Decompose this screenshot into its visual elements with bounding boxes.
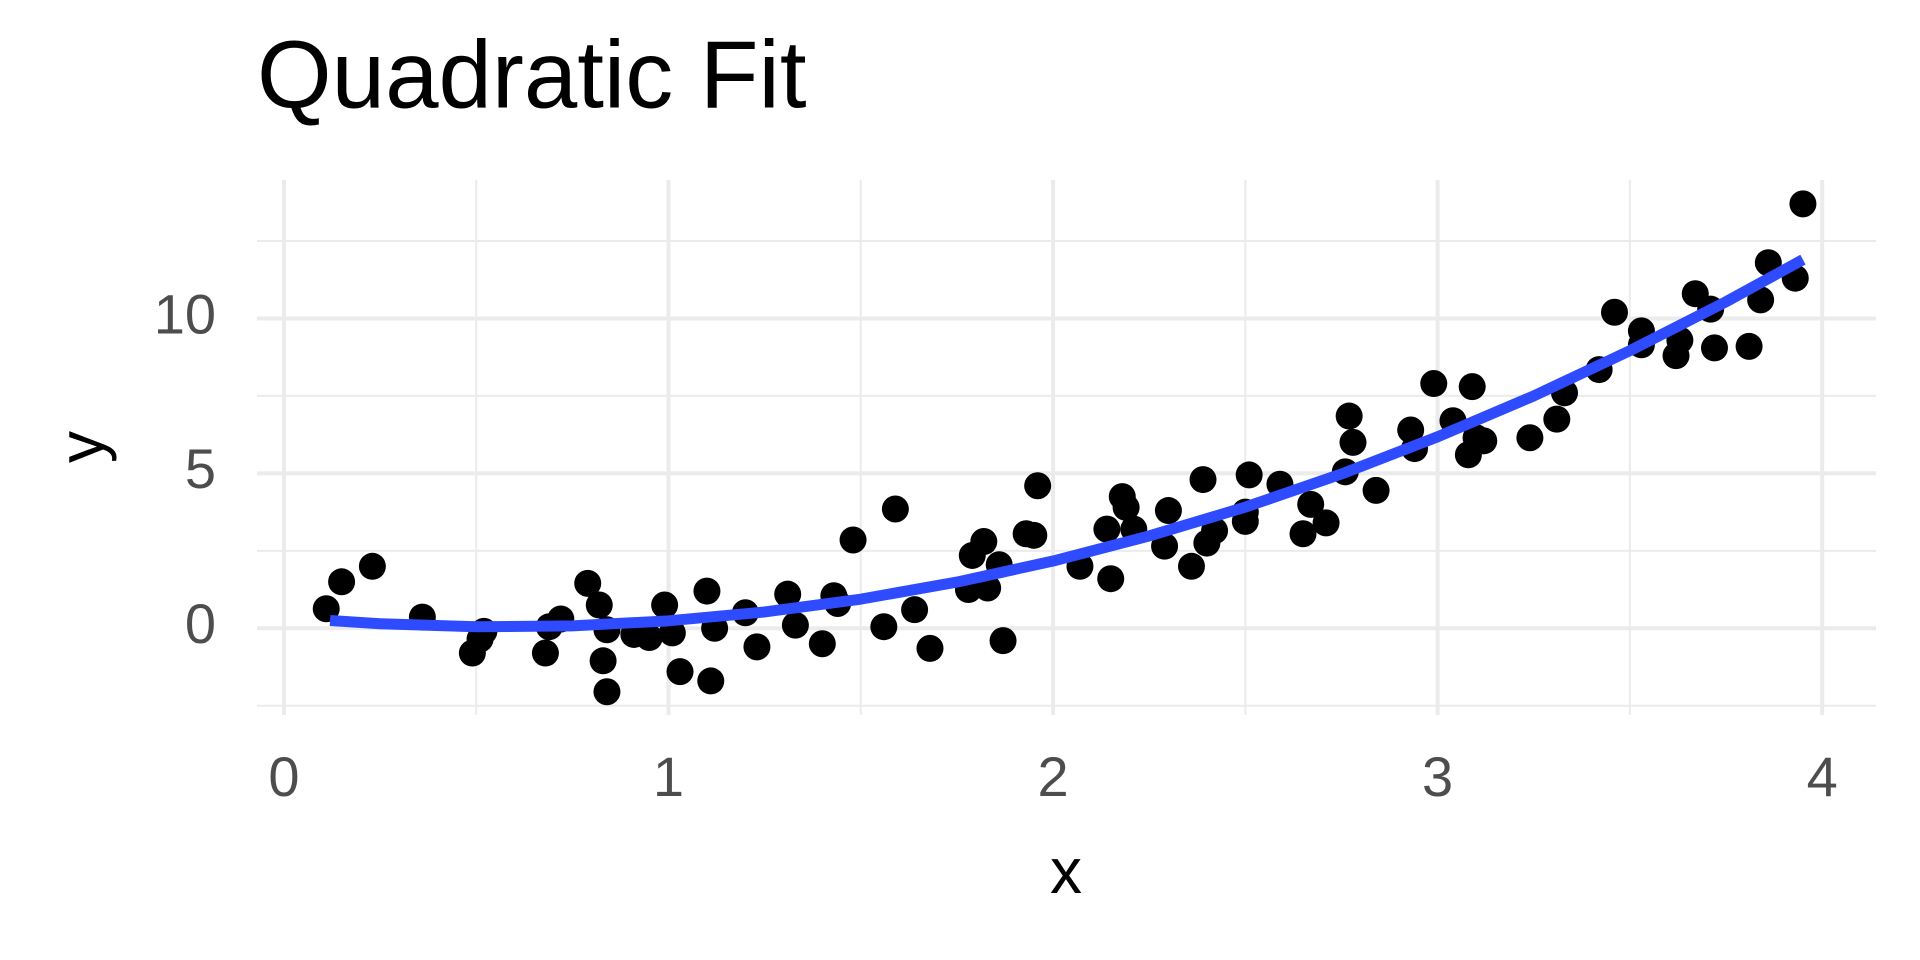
- point: [651, 591, 679, 619]
- point: [1289, 520, 1317, 548]
- point: [743, 633, 771, 661]
- x-tick-label: 1: [653, 745, 684, 808]
- point: [989, 627, 1017, 655]
- point: [1235, 461, 1263, 489]
- point: [1458, 373, 1486, 401]
- y-tick-label: 5: [185, 437, 216, 500]
- point: [693, 577, 721, 605]
- point: [1297, 490, 1325, 518]
- point: [1470, 427, 1498, 455]
- point: [1747, 286, 1775, 314]
- x-axis-label: x: [1050, 835, 1082, 907]
- point: [697, 667, 725, 695]
- point: [1600, 298, 1628, 326]
- point: [635, 624, 663, 652]
- y-axis-label: y: [45, 431, 117, 463]
- point: [808, 630, 836, 658]
- point: [1151, 532, 1179, 560]
- point: [1189, 466, 1217, 494]
- x-tick-label: 4: [1807, 745, 1838, 808]
- point: [1420, 370, 1448, 398]
- point: [1543, 405, 1571, 433]
- y-tick-label: 0: [185, 592, 216, 655]
- point: [358, 552, 386, 580]
- point: [839, 526, 867, 554]
- point: [901, 596, 929, 624]
- layer: [257, 180, 1876, 715]
- point: [1700, 334, 1728, 362]
- point: [593, 678, 621, 706]
- layer: [312, 190, 1817, 706]
- point: [1154, 497, 1182, 525]
- point: [1312, 509, 1340, 537]
- point: [870, 613, 898, 641]
- point: [881, 495, 909, 523]
- point: [1789, 190, 1817, 218]
- fit-line: [329, 254, 1806, 633]
- point: [666, 658, 694, 686]
- point: [970, 528, 998, 556]
- point: [1516, 424, 1544, 452]
- point: [1335, 402, 1363, 430]
- x-tick-label: 2: [1037, 745, 1068, 808]
- point: [1177, 552, 1205, 580]
- y-tick-label: 10: [154, 282, 216, 345]
- point: [1339, 428, 1367, 456]
- point: [531, 639, 559, 667]
- chart-title: Quadratic Fit: [257, 21, 807, 128]
- point: [1112, 493, 1140, 521]
- point: [1093, 515, 1121, 543]
- x-tick-label: 3: [1422, 745, 1453, 808]
- x-tick-label: 0: [268, 745, 299, 808]
- point: [916, 634, 944, 662]
- point: [585, 591, 613, 619]
- point: [1020, 521, 1048, 549]
- point: [1362, 476, 1390, 504]
- point: [328, 568, 356, 596]
- point: [774, 580, 802, 608]
- point: [1735, 332, 1763, 360]
- point: [589, 647, 617, 675]
- point: [781, 611, 809, 639]
- point: [574, 569, 602, 597]
- point: [1097, 565, 1125, 593]
- point: [1024, 472, 1052, 500]
